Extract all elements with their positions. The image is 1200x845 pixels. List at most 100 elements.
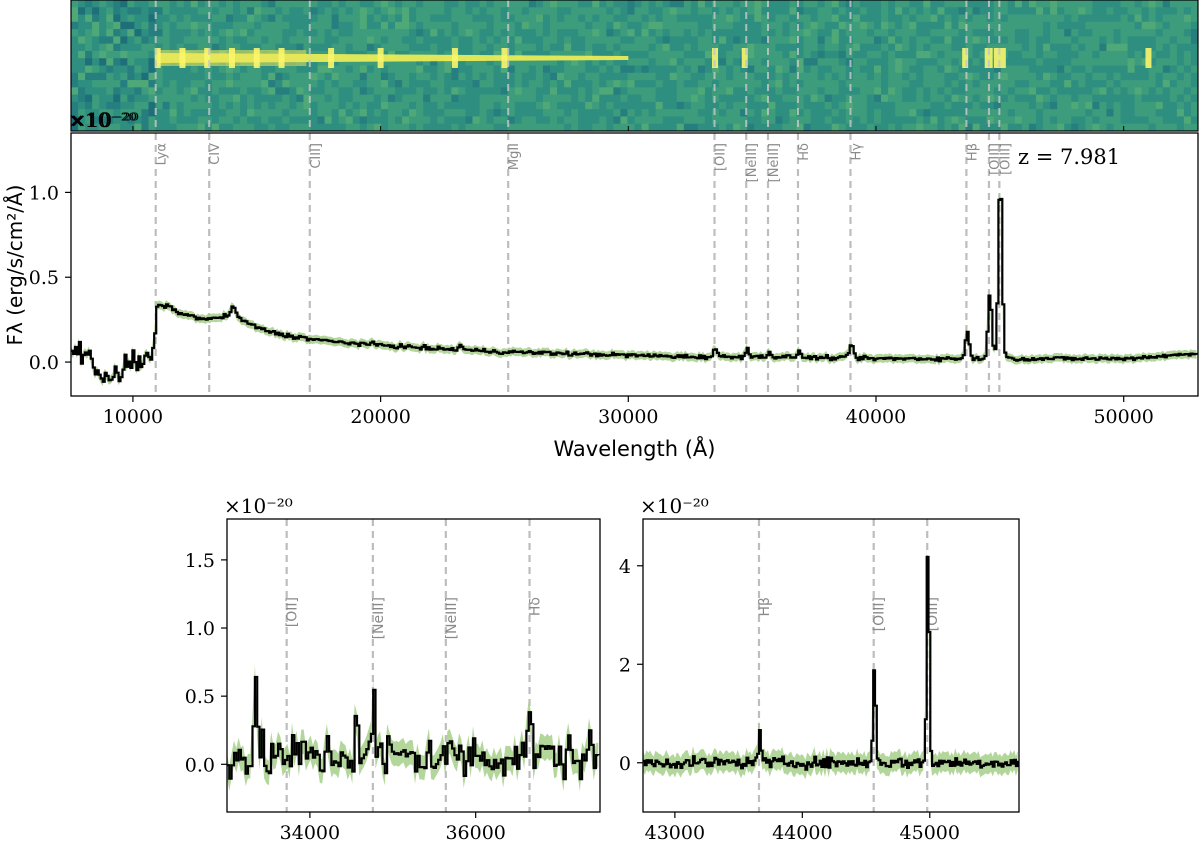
pixel-cell (430, 7, 438, 16)
pixel-cell (211, 116, 220, 125)
pixel-cell (486, 101, 495, 110)
pixel-cell (183, 87, 192, 96)
pixel-cell (726, 29, 734, 37)
pixel-cell (521, 36, 530, 45)
pixel-cell (965, 0, 974, 8)
pixel-cell (993, 72, 1002, 81)
pixel-cell (225, 72, 234, 81)
pixel-cell (303, 87, 312, 96)
pixel-cell (1071, 80, 1079, 88)
pixel-cell (873, 94, 882, 103)
pixel-cell (1169, 58, 1178, 67)
pixel-cell (881, 14, 889, 23)
pixel-cell (493, 87, 502, 96)
pixel-cell (465, 123, 474, 131)
pixel-cell (923, 7, 931, 16)
pixel-cell (423, 87, 431, 96)
pixel-cell (141, 101, 150, 110)
pixel-cell (958, 43, 967, 52)
pixel-cell (916, 50, 924, 59)
pixel-cell (1014, 80, 1023, 88)
pixel-cell (578, 109, 586, 118)
pixel-cell (113, 36, 121, 45)
pixel-cell (134, 50, 143, 59)
pixel-cell (916, 109, 924, 118)
pixel-cell (937, 123, 946, 131)
pixel-cell (979, 101, 988, 110)
pixel-cell (613, 72, 622, 81)
pixel-cell (1085, 43, 1093, 52)
pixel-cell (1099, 109, 1108, 118)
pixel-cell (627, 29, 636, 37)
pixel-cell (740, 123, 748, 131)
pixel-cell (409, 123, 417, 131)
pixel-cell (951, 0, 960, 8)
pixel-cell (993, 123, 1002, 131)
pixel-cell (683, 29, 692, 37)
pixel-cell (240, 65, 248, 74)
pixel-cell (106, 109, 114, 118)
pixel-cell (240, 109, 248, 118)
pixel-cell (564, 94, 572, 103)
pixel-cell (641, 109, 650, 118)
pixel-cell (289, 80, 297, 88)
pixel-cell (437, 14, 445, 23)
pixel-cell (648, 7, 657, 16)
pixel-cell (1155, 65, 1164, 74)
pixel-cell (106, 123, 114, 131)
pixel-cell (937, 116, 946, 125)
pixel-cell (1000, 123, 1009, 131)
pixel-cell (789, 123, 798, 131)
spectrum-line (71, 197, 1198, 383)
pixel-cell (965, 36, 974, 45)
pixel-cell (240, 101, 248, 110)
pixel-cell (817, 72, 826, 81)
pixel-cell (838, 80, 847, 88)
pixel-cell (1120, 29, 1129, 37)
pixel-cell (479, 65, 488, 74)
pixel-cell (1035, 14, 1044, 23)
pixel-cell (78, 50, 86, 59)
pixel-cell (120, 80, 128, 88)
pixel-cell (1155, 0, 1164, 8)
pixel-cell (211, 123, 220, 131)
pixel-cell (92, 87, 100, 96)
pixel-cell (542, 109, 551, 118)
pixel-cell (282, 0, 290, 8)
pixel-cell (726, 58, 734, 67)
pixel-cell (754, 65, 762, 74)
pixel-cell (1148, 50, 1157, 59)
pixel-cell (162, 72, 171, 81)
pixel-cell (648, 50, 657, 59)
pixel-cell (1099, 101, 1108, 110)
pixel-cell (331, 58, 340, 67)
pixel-cell (458, 36, 467, 45)
pixel-cell (155, 65, 164, 74)
pixel-cell (627, 101, 636, 110)
emission-line-label: [NeIII] (767, 143, 782, 182)
pixel-cell (564, 36, 572, 45)
pixel-cell (331, 7, 340, 16)
pixel-cell (465, 94, 474, 103)
pixel-cell (782, 21, 791, 30)
pixel-cell (585, 109, 593, 118)
pixel-cell (782, 65, 791, 74)
pixel-cell (965, 50, 974, 59)
pixel-cell (704, 94, 713, 103)
pixel-cell (761, 80, 769, 88)
pixel-cell (254, 21, 262, 30)
pixel-cell (1007, 14, 1016, 23)
pixel-cell (542, 58, 551, 67)
y-tick-label: 2 (619, 654, 631, 676)
pixel-cell (1078, 87, 1086, 96)
pixel-cell (979, 58, 988, 67)
pixel-cell (197, 14, 206, 23)
pixel-cell (1190, 109, 1198, 118)
pixel-cell (824, 29, 833, 37)
pixel-cell (261, 123, 269, 131)
pixel-cell (775, 116, 784, 125)
pixel-cell (1099, 0, 1108, 8)
pixel-cell (733, 116, 741, 125)
pixel-cell (909, 80, 917, 88)
